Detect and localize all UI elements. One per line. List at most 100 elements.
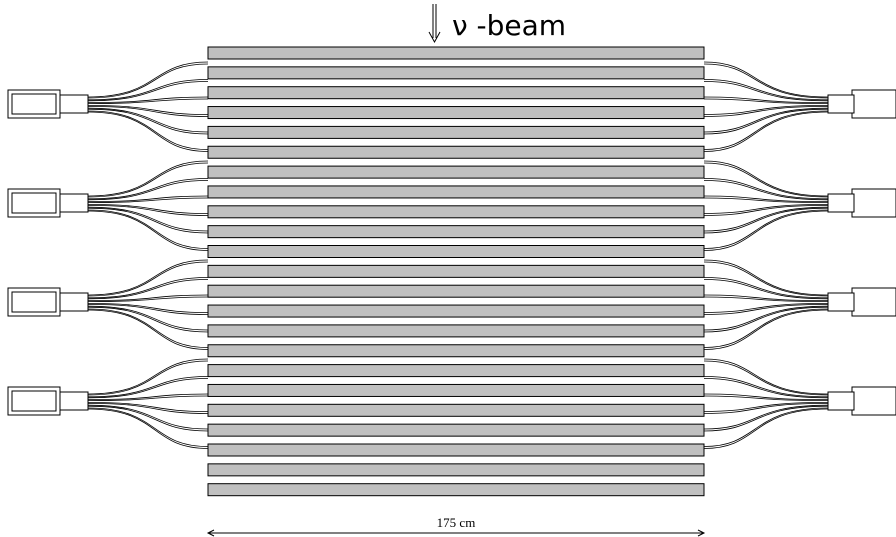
scintillator-bar	[207, 205, 705, 219]
scintillator-bar	[207, 344, 705, 358]
scintillator-bar	[207, 185, 705, 199]
detector-layout	[7, 46, 896, 497]
fiber	[87, 160, 209, 197]
connector-plug	[827, 193, 855, 213]
connector-plug	[59, 391, 89, 411]
scintillator-bar	[207, 245, 705, 258]
connector-plug	[827, 292, 855, 312]
fiber	[87, 98, 209, 104]
fiber	[87, 303, 209, 313]
fiber	[87, 79, 209, 101]
fiber	[87, 178, 209, 200]
fiber	[87, 259, 209, 296]
scintillator-bar	[207, 383, 705, 397]
fiber	[87, 358, 209, 395]
fiber	[703, 96, 829, 103]
fiber	[87, 209, 209, 249]
connector-outer	[851, 386, 896, 416]
fiber	[87, 309, 209, 350]
scintillator-bar	[207, 46, 705, 60]
fiber	[87, 405, 209, 432]
fiber	[703, 376, 829, 398]
fiber	[703, 79, 829, 101]
beam-arrow-head	[428, 31, 441, 44]
fiber	[87, 378, 209, 399]
fiber	[703, 107, 829, 133]
fiber	[87, 279, 209, 300]
connector-plug	[827, 94, 855, 114]
connector-plug	[59, 292, 89, 312]
fiber	[703, 294, 829, 301]
fiber	[87, 306, 209, 333]
connector-plug	[59, 193, 89, 213]
fiber	[703, 63, 829, 99]
connector-inner	[11, 390, 57, 412]
fiber	[703, 404, 829, 430]
fiber	[87, 402, 209, 412]
fiber	[703, 111, 829, 152]
fiber	[703, 105, 829, 115]
scintillator-bar	[207, 304, 705, 318]
connector-inner	[11, 93, 57, 115]
fiber	[87, 305, 209, 331]
fiber	[87, 395, 209, 401]
fiber	[703, 210, 829, 251]
fiber	[87, 108, 209, 135]
fiber	[87, 210, 209, 251]
fiber	[703, 378, 829, 399]
fiber	[87, 107, 209, 133]
scintillator-bar	[207, 364, 705, 378]
fiber	[87, 204, 209, 214]
fiber	[703, 296, 829, 302]
fiber	[703, 407, 829, 447]
fiber	[87, 111, 209, 152]
scintillator-bar	[207, 284, 705, 298]
fiber	[703, 110, 829, 150]
fiber	[87, 61, 209, 98]
fiber	[703, 197, 829, 203]
fiber	[703, 81, 829, 102]
scintillator-bar	[207, 106, 705, 120]
fiber	[703, 405, 829, 432]
fiber	[87, 304, 209, 315]
fiber	[703, 305, 829, 331]
scintillator-bar	[207, 443, 705, 457]
scintillator-bar	[207, 145, 705, 159]
fiber	[703, 261, 829, 297]
fiber	[703, 304, 829, 315]
fiber	[703, 279, 829, 300]
scale-label: 175 cm	[437, 515, 476, 530]
fiber	[87, 294, 209, 301]
connector-outer	[851, 188, 896, 218]
fiber	[87, 376, 209, 398]
connector-inner	[11, 192, 57, 214]
connector-outer	[851, 89, 896, 119]
fiber	[703, 160, 829, 197]
fiber	[703, 180, 829, 201]
scintillator-bar	[207, 324, 705, 338]
scale-arrows	[206, 529, 706, 537]
fiber	[87, 197, 209, 203]
scintillator-bar	[207, 125, 705, 139]
fiber	[703, 308, 829, 348]
fiber	[703, 162, 829, 198]
fiber	[87, 277, 209, 299]
fiber	[703, 178, 829, 200]
scintillator-bar	[207, 463, 705, 477]
scintillator-bar	[207, 66, 705, 80]
fiber	[703, 259, 829, 296]
scintillator-bar	[207, 264, 705, 278]
fiber	[87, 206, 209, 232]
fiber	[703, 205, 829, 216]
fiber	[703, 204, 829, 214]
fiber	[87, 106, 209, 117]
fiber	[703, 360, 829, 396]
scintillator-bar	[207, 403, 705, 417]
fiber	[87, 261, 209, 297]
fiber	[87, 207, 209, 234]
scintillator-bar	[207, 483, 705, 497]
fiber	[87, 308, 209, 348]
fiber	[703, 106, 829, 117]
fiber	[703, 206, 829, 232]
